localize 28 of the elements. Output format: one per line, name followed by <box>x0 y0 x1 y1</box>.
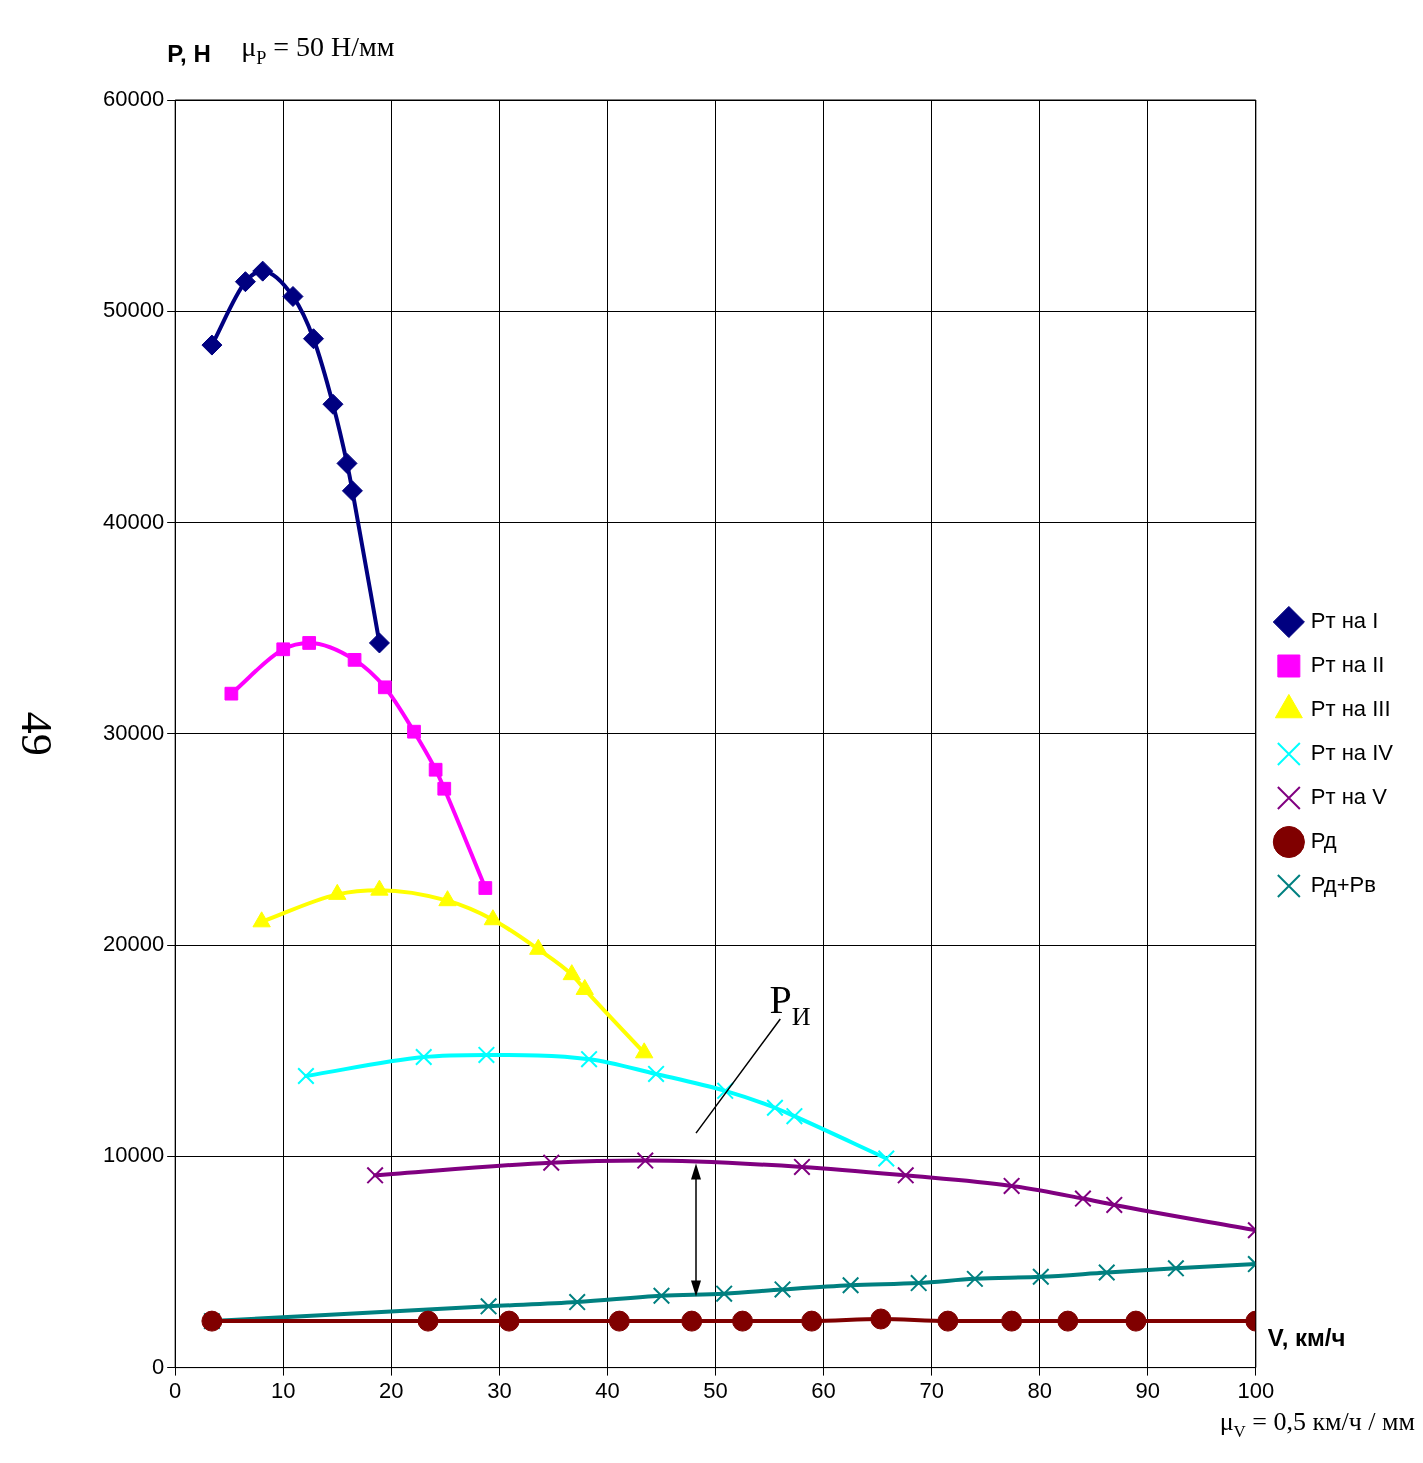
legend-label: Рд <box>1310 828 1337 854</box>
x-tick-label: 70 <box>919 1377 944 1403</box>
y-tick-label: 60000 <box>102 86 165 112</box>
legend-label: Рт на V <box>1310 784 1388 810</box>
legend-label: Рт на I <box>1310 608 1379 634</box>
x-tick-label: 30 <box>487 1377 512 1403</box>
legend-label: Рт на IV <box>1310 740 1394 766</box>
y-tick-label: 30000 <box>102 719 165 745</box>
x-tick-label: 0 <box>169 1377 182 1403</box>
x-tick-label: 40 <box>595 1377 620 1403</box>
x-tick-label: 60 <box>811 1377 836 1403</box>
x-tick-label: 100 <box>1237 1377 1275 1403</box>
y-tick-label: 10000 <box>102 1142 165 1168</box>
x-tick-label: 50 <box>703 1377 728 1403</box>
legend-label: Рт на II <box>1310 652 1385 678</box>
y-tick-label: 20000 <box>102 931 165 957</box>
legend-label: Рд+Рв <box>1310 872 1376 898</box>
x-tick-label: 90 <box>1135 1377 1161 1403</box>
y-axis-title: P, Н <box>167 40 211 67</box>
text: 49 <box>12 711 61 756</box>
x-tick-label: 80 <box>1027 1377 1052 1403</box>
x-axis-title: V, км/ч <box>1267 1323 1346 1351</box>
legend-label: Рт на III <box>1310 696 1391 722</box>
y-tick-label: 0 <box>151 1353 165 1379</box>
x-tick-label: 20 <box>379 1377 404 1403</box>
y-tick-label: 40000 <box>102 508 165 534</box>
x-tick-label: 10 <box>271 1377 296 1403</box>
y-tick-label: 50000 <box>102 297 165 323</box>
